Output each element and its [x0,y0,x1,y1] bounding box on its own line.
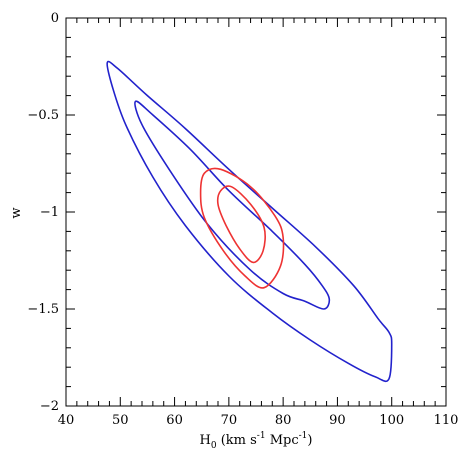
x-tick-label: 100 [379,413,404,428]
contour-line-3 [199,167,285,289]
x-tick-label: 50 [112,413,129,428]
contour-line-1 [106,60,393,383]
x-tick-label: 60 [166,413,183,428]
x-axis-label: H0 (km s-1 Mpc-1) [200,431,313,451]
contour-line-2 [134,100,331,310]
x-tick-label: 110 [434,413,459,428]
x-tick-label: 40 [58,413,75,428]
y-tick-label: −2 [40,399,59,414]
contours [106,60,393,383]
y-axis-label: w [9,207,24,218]
y-tick-label: −1 [40,205,59,220]
tick-marks [65,17,447,407]
x-tick-label: 80 [275,413,292,428]
y-tick-labels: 0 −0.5 −1 −1.5 −2 [27,11,59,414]
x-tick-label: 70 [221,413,238,428]
x-tick-labels: 40 50 60 70 80 90 100 110 [58,413,459,428]
y-tick-label: 0 [51,11,59,26]
y-tick-label: −0.5 [27,108,59,123]
x-tick-label: 90 [329,413,346,428]
y-tick-label: −1.5 [27,302,59,317]
contour-line-4 [216,185,266,264]
